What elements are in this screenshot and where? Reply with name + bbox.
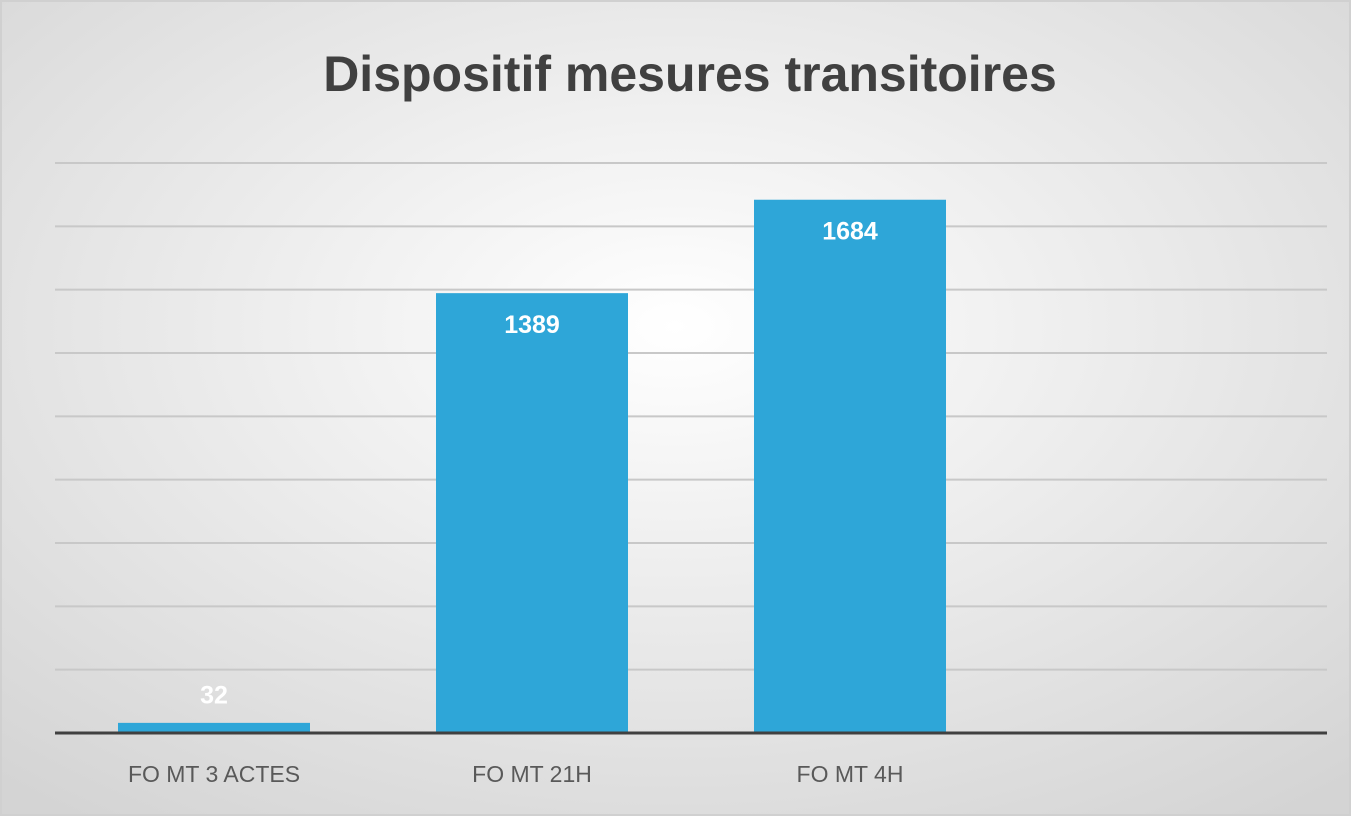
data-label: 1389	[504, 311, 560, 339]
data-label: 32	[200, 681, 228, 709]
x-tick-label: FO MT 3 ACTES	[128, 761, 300, 787]
x-tick-label: FO MT 4H	[797, 761, 904, 787]
x-tick-label: FO MT 21H	[472, 761, 592, 787]
bar	[118, 722, 310, 733]
bar	[754, 199, 946, 733]
data-label: 1684	[822, 217, 878, 245]
bar	[436, 293, 628, 733]
chart-title: Dispositif mesures transitoires	[323, 46, 1057, 102]
